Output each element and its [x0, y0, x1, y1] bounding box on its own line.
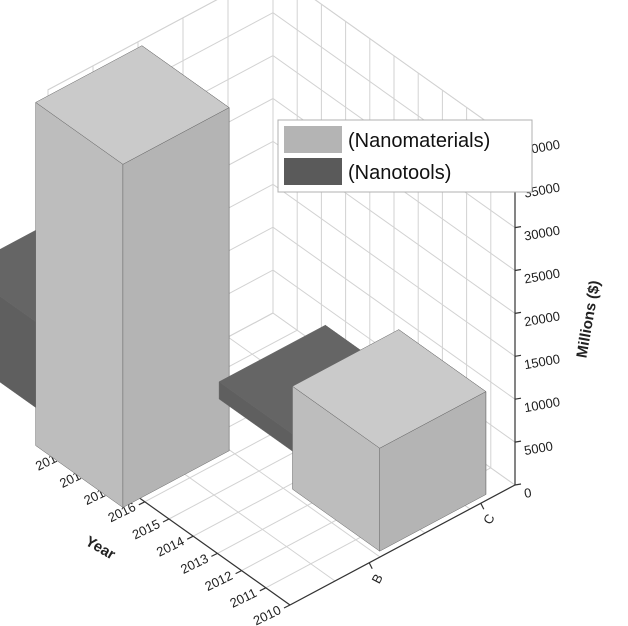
year-tick-label: 2015: [130, 516, 163, 542]
legend-swatch-nanomaterials: [284, 126, 342, 153]
z-tick-label: 20000: [523, 308, 561, 329]
year-tick-mark: [186, 535, 194, 540]
year-tick-mark: [138, 501, 146, 506]
year-gridline: [265, 124, 492, 589]
category-axis-line: [289, 484, 516, 606]
category-tick-label: C: [480, 511, 498, 526]
category-tick-mark: [368, 562, 373, 570]
bar-b-nanomaterials-front: [122, 107, 230, 508]
year-tick-label: 2010: [251, 602, 284, 626]
year-tick-label: 2011: [227, 585, 259, 611]
z-tick-label: 25000: [523, 265, 561, 286]
year-tick-label: 2012: [202, 568, 235, 594]
year-tick-mark: [162, 518, 170, 523]
z-tick-mark: [514, 483, 522, 486]
z-tick-label: 10000: [523, 394, 561, 415]
z-tick-mark: [514, 226, 522, 229]
year-tick-mark: [211, 552, 218, 557]
z-tick-mark: [514, 440, 522, 443]
z-tick-mark: [514, 354, 522, 357]
z-tick-mark: [514, 268, 522, 272]
bar-b-nanomaterials-top: [35, 45, 230, 165]
legend-label-nanomaterials: (Nanomaterials): [348, 130, 490, 152]
category-tick-label: B: [369, 571, 386, 586]
z-gridline: [47, 0, 516, 143]
z-tick-label: 30000: [523, 223, 561, 244]
year-tick-mark: [235, 570, 242, 575]
legend-label-nanotools: (Nanotools): [348, 162, 451, 184]
z-tick-label: 0: [523, 485, 533, 501]
z-tick-mark: [514, 397, 522, 400]
bars: [0, 45, 487, 552]
year-tick-mark: [283, 604, 291, 609]
year-tick-label: 2013: [178, 551, 211, 577]
year-axis-title: Year: [82, 533, 118, 564]
category-tick-mark: [480, 502, 485, 510]
bar-c-nanomaterials-top: [292, 329, 487, 449]
z-axis-title: Millions ($): [573, 279, 603, 359]
legend: (Nanomaterials) (Nanotools): [277, 119, 533, 193]
z-tick-label: 15000: [523, 351, 561, 372]
bar-b-nanomaterials-side: [35, 101, 124, 508]
z-tick-label: 5000: [523, 438, 554, 458]
legend-swatch-nanotools: [284, 158, 342, 185]
year-tick-mark: [259, 587, 267, 592]
z-tick-mark: [514, 311, 522, 314]
year-tick-label: 2014: [154, 533, 187, 559]
